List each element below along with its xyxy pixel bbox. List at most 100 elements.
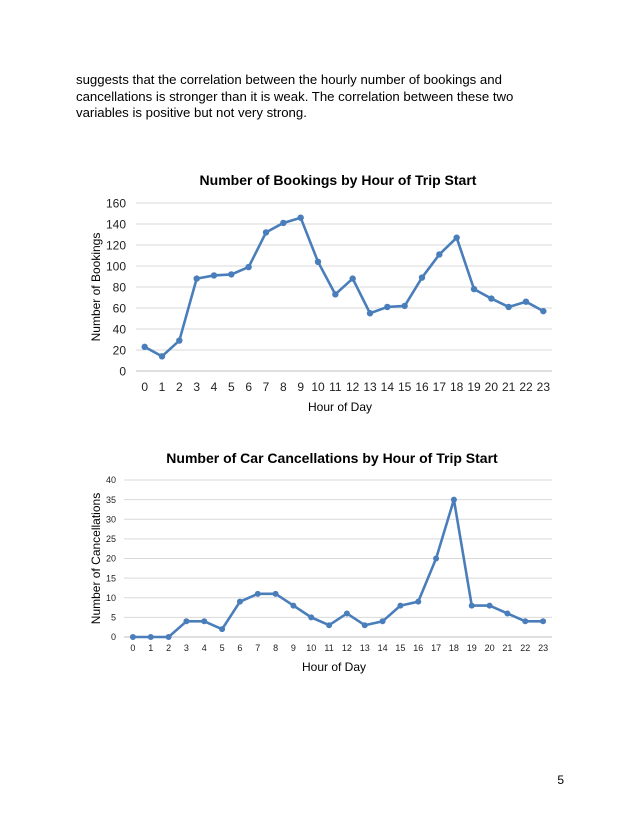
x-tick-label: 2 bbox=[166, 643, 171, 653]
data-point bbox=[540, 618, 547, 625]
x-tick-label: 23 bbox=[537, 380, 551, 394]
x-tick-label: 17 bbox=[431, 643, 441, 653]
x-tick-label: 0 bbox=[141, 380, 148, 394]
data-point bbox=[433, 555, 440, 562]
x-tick-label: 8 bbox=[280, 380, 287, 394]
data-point bbox=[505, 303, 512, 311]
x-tick-label: 5 bbox=[220, 643, 225, 653]
data-point bbox=[332, 291, 339, 298]
x-tick-label: 13 bbox=[363, 380, 377, 394]
data-point bbox=[219, 626, 226, 633]
data-point bbox=[401, 302, 408, 310]
x-tick-label: 10 bbox=[306, 643, 316, 653]
data-point bbox=[486, 602, 493, 609]
y-tick-label: 25 bbox=[106, 534, 116, 544]
data-point bbox=[326, 622, 333, 629]
y-axis-label: Number of Bookings bbox=[89, 233, 103, 342]
x-tick-label: 11 bbox=[324, 643, 333, 653]
data-point bbox=[147, 634, 154, 640]
data-point bbox=[183, 618, 190, 625]
data-point bbox=[141, 343, 148, 351]
data-point bbox=[245, 263, 252, 271]
data-point bbox=[254, 590, 261, 597]
y-tick-label: 0 bbox=[119, 364, 126, 378]
y-tick-label: 160 bbox=[106, 196, 126, 210]
x-tick-label: 22 bbox=[519, 380, 533, 394]
y-tick-label: 0 bbox=[111, 632, 116, 642]
cancellations-chart-svg: Number of Car Cancellations by Hour of T… bbox=[89, 450, 552, 674]
x-tick-label: 7 bbox=[255, 643, 260, 653]
x-tick-label: 22 bbox=[520, 643, 530, 653]
x-tick-label: 0 bbox=[130, 643, 135, 653]
y-tick-label: 120 bbox=[106, 238, 126, 252]
data-point bbox=[308, 614, 315, 621]
cancellations-chart: Number of Car Cancellations by Hour of T… bbox=[0, 443, 638, 678]
x-tick-label: 14 bbox=[378, 643, 388, 653]
x-tick-label: 6 bbox=[245, 380, 252, 394]
y-tick-label: 100 bbox=[106, 259, 126, 273]
data-point bbox=[165, 634, 172, 640]
data-point bbox=[415, 598, 422, 605]
y-tick-label: 15 bbox=[106, 573, 116, 583]
series-line bbox=[132, 498, 544, 639]
x-axis-label: Hour of Day bbox=[308, 400, 372, 414]
x-tick-label: 12 bbox=[342, 643, 352, 653]
data-point bbox=[418, 274, 426, 281]
x-tick-label: 16 bbox=[413, 643, 423, 653]
data-point bbox=[504, 610, 511, 617]
data-point bbox=[158, 353, 166, 360]
x-tick-label: 16 bbox=[415, 380, 429, 394]
y-tick-label: 60 bbox=[113, 301, 127, 315]
chart-title: Number of Bookings by Hour of Trip Start bbox=[200, 172, 477, 188]
x-tick-label: 12 bbox=[346, 380, 360, 394]
x-tick-label: 15 bbox=[398, 380, 412, 394]
x-tick-label: 4 bbox=[211, 380, 218, 394]
body-paragraph: suggests that the correlation between th… bbox=[76, 72, 514, 120]
data-point bbox=[228, 271, 235, 278]
data-point bbox=[470, 285, 478, 293]
x-tick-label: 3 bbox=[184, 643, 189, 653]
x-tick-label: 9 bbox=[291, 643, 296, 653]
y-tick-label: 20 bbox=[106, 554, 116, 564]
x-tick-label: 20 bbox=[485, 643, 495, 653]
data-point bbox=[280, 219, 287, 227]
x-tick-label: 4 bbox=[202, 643, 207, 653]
y-tick-label: 10 bbox=[106, 593, 116, 603]
x-axis-label: Hour of Day bbox=[302, 660, 366, 674]
data-point bbox=[453, 234, 460, 241]
data-point bbox=[290, 602, 297, 609]
x-tick-label: 7 bbox=[263, 380, 270, 394]
y-tick-label: 20 bbox=[113, 343, 127, 357]
x-tick-label: 10 bbox=[311, 380, 325, 394]
data-point bbox=[193, 275, 200, 282]
x-tick-label: 13 bbox=[360, 643, 370, 653]
data-point bbox=[522, 618, 529, 625]
data-point bbox=[436, 251, 443, 258]
x-tick-label: 1 bbox=[148, 643, 153, 653]
x-tick-label: 19 bbox=[467, 380, 481, 394]
x-tick-label: 6 bbox=[237, 643, 242, 653]
x-tick-label: 11 bbox=[329, 380, 342, 394]
bookings-chart: Number of Bookings by Hour of Trip Start… bbox=[0, 165, 638, 420]
y-axis-label: Number of Cancellations bbox=[89, 493, 103, 624]
data-point bbox=[349, 275, 356, 282]
y-tick-label: 140 bbox=[106, 217, 126, 231]
x-tick-label: 5 bbox=[228, 380, 235, 394]
y-tick-label: 80 bbox=[113, 280, 127, 294]
data-point bbox=[379, 618, 386, 625]
x-tick-label: 8 bbox=[273, 643, 278, 653]
y-tick-label: 40 bbox=[106, 475, 116, 485]
y-tick-label: 35 bbox=[106, 495, 116, 505]
x-tick-label: 18 bbox=[450, 380, 464, 394]
data-point bbox=[450, 496, 457, 503]
x-tick-label: 19 bbox=[467, 643, 477, 653]
x-tick-label: 23 bbox=[538, 643, 548, 653]
y-tick-label: 40 bbox=[113, 322, 127, 336]
y-tick-label: 5 bbox=[111, 613, 116, 623]
data-point bbox=[176, 337, 183, 344]
data-point bbox=[361, 622, 368, 629]
chart-title: Number of Car Cancellations by Hour of T… bbox=[166, 450, 498, 466]
data-point bbox=[366, 310, 374, 317]
x-tick-label: 18 bbox=[449, 643, 459, 653]
page-number: 5 bbox=[557, 773, 564, 787]
